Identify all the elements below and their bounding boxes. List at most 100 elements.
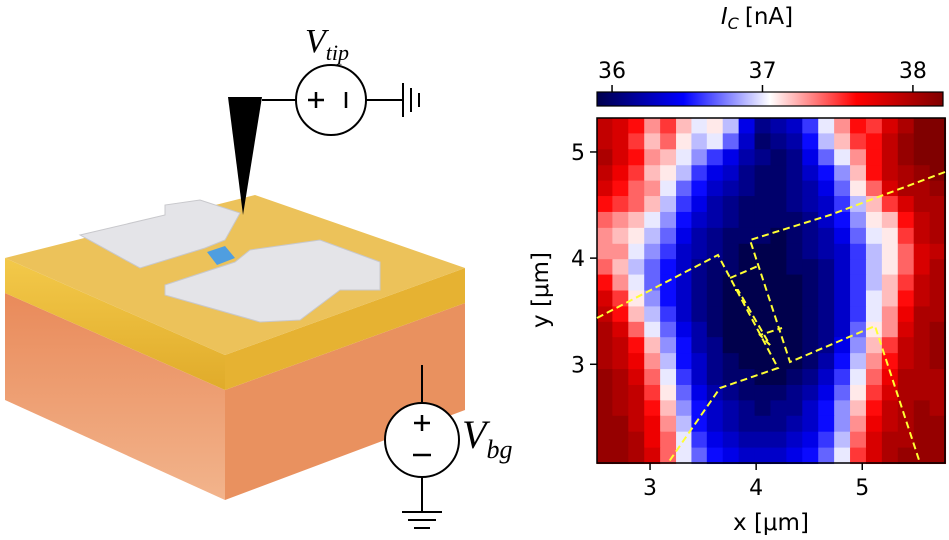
cell	[722, 196, 740, 213]
cell	[722, 290, 740, 307]
cell	[786, 400, 803, 417]
cell	[913, 117, 931, 134]
cell	[596, 290, 613, 307]
cell	[818, 274, 835, 291]
cell	[754, 431, 771, 449]
cell	[628, 369, 645, 386]
cell	[881, 290, 899, 307]
cell	[850, 290, 867, 307]
cell	[628, 243, 645, 260]
cell	[596, 117, 613, 134]
cell	[881, 415, 899, 433]
cell	[691, 117, 708, 134]
cell	[754, 369, 771, 386]
cell	[706, 400, 724, 417]
cell	[596, 431, 613, 449]
cell	[738, 431, 756, 449]
cell	[754, 290, 771, 307]
cell	[865, 211, 883, 229]
cell	[691, 196, 708, 213]
cell	[706, 180, 724, 197]
cell	[850, 369, 867, 386]
cell	[644, 259, 661, 276]
x-tick-label: 4	[749, 476, 763, 501]
cell	[802, 211, 819, 229]
cell	[722, 431, 740, 449]
cell	[612, 353, 629, 370]
cell	[722, 149, 740, 166]
cell	[628, 447, 645, 465]
cell	[691, 259, 708, 276]
cell	[802, 400, 819, 417]
cell	[897, 133, 915, 150]
cell	[628, 149, 645, 166]
cell	[706, 290, 724, 307]
cell	[897, 165, 915, 182]
cell	[786, 290, 803, 307]
y-tick-label: 5	[571, 141, 585, 166]
cell	[881, 431, 899, 449]
cell	[881, 400, 899, 417]
cell	[865, 274, 883, 291]
cell	[850, 133, 867, 150]
cell	[897, 196, 915, 213]
cell	[596, 400, 613, 417]
cell	[881, 243, 899, 260]
cell	[786, 149, 803, 166]
cell	[770, 353, 787, 370]
cell	[676, 353, 692, 370]
cell	[897, 431, 915, 449]
cell	[676, 180, 692, 197]
cell	[644, 290, 661, 307]
subscript: tip	[326, 40, 349, 65]
plot-frame	[596, 117, 946, 464]
symbol: I	[721, 4, 728, 30]
cell	[818, 117, 835, 134]
cell	[786, 259, 803, 276]
cell	[850, 400, 867, 417]
cell	[897, 227, 915, 245]
cell	[644, 306, 661, 323]
cell	[850, 306, 867, 323]
cell	[786, 337, 803, 354]
cell	[722, 117, 740, 134]
cell	[802, 290, 819, 307]
cell	[644, 369, 661, 386]
cell	[818, 211, 835, 229]
cell	[644, 400, 661, 417]
cell	[881, 337, 899, 354]
cell	[770, 180, 787, 197]
cell	[644, 196, 661, 213]
subscript: bg	[486, 435, 512, 464]
cell	[644, 353, 661, 370]
cell	[802, 353, 819, 370]
cell	[881, 321, 899, 338]
cell	[802, 259, 819, 276]
cell	[722, 321, 740, 338]
cell	[818, 447, 835, 465]
cell	[660, 306, 677, 323]
y-tick-label: 4	[571, 247, 585, 272]
cell	[929, 149, 947, 166]
cell	[881, 353, 899, 370]
cell	[850, 117, 867, 134]
cell	[722, 211, 740, 229]
cell	[722, 165, 740, 182]
cell	[660, 415, 677, 433]
cell	[644, 274, 661, 291]
cell	[913, 290, 931, 307]
cell	[738, 196, 756, 213]
cell	[660, 353, 677, 370]
colorbar-label: IC [nA]	[721, 4, 793, 33]
cell	[706, 353, 724, 370]
cell	[596, 165, 613, 182]
cell	[676, 290, 692, 307]
cell	[881, 211, 899, 229]
cell	[818, 384, 835, 401]
cell	[691, 165, 708, 182]
cell	[676, 149, 692, 166]
cell	[818, 227, 835, 245]
cell	[913, 415, 931, 433]
cell	[628, 400, 645, 417]
cell	[786, 369, 803, 386]
